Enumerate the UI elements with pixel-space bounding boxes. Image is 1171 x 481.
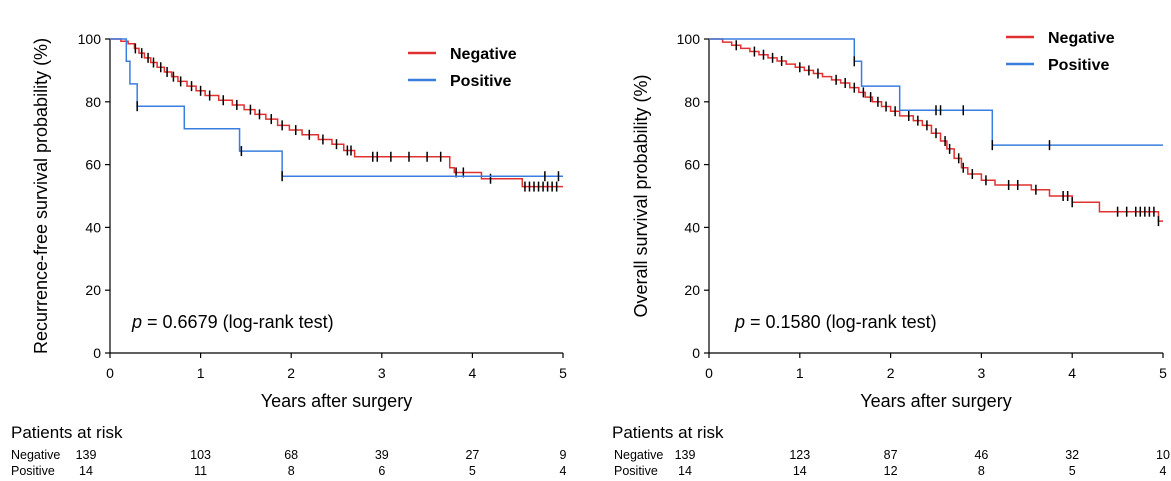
risk-count-negative: 123 bbox=[789, 448, 810, 462]
risk-count-positive: 14 bbox=[79, 464, 93, 478]
x-tick-label: 4 bbox=[1068, 365, 1076, 381]
risk-count-positive: 4 bbox=[1160, 464, 1167, 478]
risk-row-label-positive: Positive bbox=[614, 464, 658, 478]
y-tick-label: 20 bbox=[684, 282, 700, 298]
risk-count-negative: 68 bbox=[284, 448, 298, 462]
legend-label-positive: Positive bbox=[450, 73, 511, 90]
risk-count-negative: 139 bbox=[675, 448, 696, 462]
risk-count-positive: 14 bbox=[793, 464, 807, 478]
x-tick-label: 3 bbox=[978, 365, 986, 381]
risk-count-positive: 4 bbox=[560, 464, 567, 478]
km-curve-positive bbox=[709, 38, 1163, 146]
y-tick-label: 80 bbox=[684, 94, 700, 110]
legend-label-negative: Negative bbox=[450, 46, 517, 63]
legend-label-positive: Positive bbox=[1048, 57, 1109, 74]
risk-count-negative: 139 bbox=[76, 448, 97, 462]
x-tick-label: 3 bbox=[378, 365, 386, 381]
x-tick-label: 5 bbox=[559, 365, 567, 381]
x-tick-label: 2 bbox=[287, 365, 295, 381]
legend-label-negative: Negative bbox=[1048, 30, 1115, 47]
risk-count-positive: 6 bbox=[378, 464, 385, 478]
risk-table-title: Patients at risk bbox=[612, 423, 724, 442]
risk-count-positive: 14 bbox=[678, 464, 692, 478]
risk-count-negative: 27 bbox=[465, 448, 479, 462]
p-symbol: p bbox=[734, 312, 745, 332]
km-curve-positive bbox=[110, 38, 563, 177]
chart-panel-1: 0 20 40 60 80 100 0 1 2 3 4 5 Years after surgery Rec… bbox=[11, 31, 567, 478]
risk-count-negative: 39 bbox=[375, 448, 389, 462]
risk-count-negative: 32 bbox=[1065, 448, 1079, 462]
risk-count-positive: 8 bbox=[288, 464, 295, 478]
risk-row-label-positive: Positive bbox=[11, 464, 55, 478]
x-tick-label: 0 bbox=[705, 365, 713, 381]
x-tick-label: 1 bbox=[796, 365, 804, 381]
y-tick-label: 40 bbox=[85, 219, 101, 235]
risk-count-negative: 10 bbox=[1156, 448, 1170, 462]
y-axis-label: Recurrence-free survival probability (%) bbox=[31, 38, 51, 354]
p-symbol: p bbox=[131, 312, 142, 332]
y-tick-label: 100 bbox=[78, 31, 102, 47]
risk-count-positive: 11 bbox=[194, 464, 207, 478]
x-tick-label: 5 bbox=[1159, 365, 1167, 381]
risk-count-positive: 5 bbox=[469, 464, 476, 478]
risk-count-positive: 12 bbox=[884, 464, 898, 478]
y-tick-label: 20 bbox=[85, 282, 101, 298]
x-tick-label: 1 bbox=[197, 365, 205, 381]
y-tick-label: 0 bbox=[692, 345, 700, 361]
risk-count-negative: 9 bbox=[560, 448, 567, 462]
risk-count-negative: 87 bbox=[884, 448, 898, 462]
y-tick-label: 60 bbox=[85, 157, 101, 173]
y-tick-label: 40 bbox=[684, 219, 700, 235]
p-value-annotation: p = 0.1580 (log-rank test) bbox=[734, 312, 937, 332]
y-tick-label: 60 bbox=[684, 157, 700, 173]
x-axis-label: Years after surgery bbox=[261, 391, 412, 411]
risk-count-negative: 103 bbox=[190, 448, 211, 462]
risk-count-negative: 46 bbox=[974, 448, 988, 462]
y-axis-label: Overall survival probability (%) bbox=[631, 74, 651, 317]
x-tick-label: 4 bbox=[469, 365, 477, 381]
x-tick-label: 2 bbox=[887, 365, 895, 381]
x-axis-label: Years after surgery bbox=[860, 391, 1011, 411]
p-value-annotation: p = 0.6679 (log-rank test) bbox=[131, 312, 334, 332]
risk-row-label-negative: Negative bbox=[614, 448, 663, 462]
x-tick-label: 0 bbox=[106, 365, 114, 381]
km-curve-negative bbox=[709, 38, 1163, 222]
p-value-text: = 0.1580 (log-rank test) bbox=[745, 312, 937, 332]
risk-count-positive: 8 bbox=[978, 464, 985, 478]
y-tick-label: 80 bbox=[85, 94, 101, 110]
p-value-text: = 0.6679 (log-rank test) bbox=[142, 312, 334, 332]
y-tick-label: 100 bbox=[677, 31, 701, 47]
risk-count-positive: 5 bbox=[1069, 464, 1076, 478]
risk-table-title: Patients at risk bbox=[11, 423, 123, 442]
y-tick-label: 0 bbox=[93, 345, 101, 361]
risk-row-label-negative: Negative bbox=[11, 448, 60, 462]
km-curve-negative bbox=[110, 38, 563, 188]
